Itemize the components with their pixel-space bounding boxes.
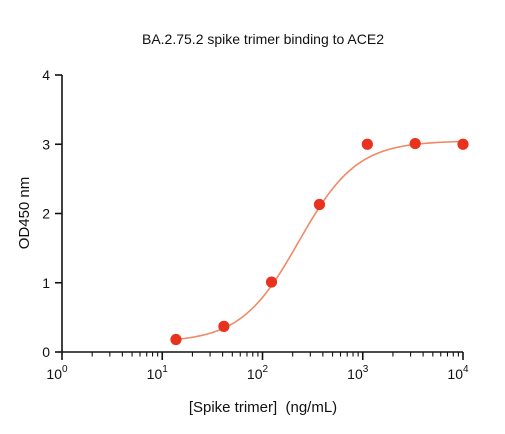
- fit-curve: [175, 140, 464, 341]
- data-point: [170, 333, 182, 346]
- data-point: [457, 138, 469, 150]
- y-tick-label: 0: [42, 344, 50, 360]
- x-tick-label: 104: [447, 364, 469, 382]
- y-axis-label: OD450 nm: [16, 177, 33, 250]
- data-point: [313, 198, 326, 211]
- data-point: [265, 276, 278, 288]
- data-point: [218, 320, 230, 332]
- x-tick-label: 100: [46, 364, 68, 382]
- y-tick-label: 2: [42, 206, 50, 222]
- chart-title: BA.2.75.2 spike trimer binding to ACE2: [142, 31, 384, 47]
- y-tick-label: 3: [42, 136, 50, 152]
- ticks: 0 1 2 3 4 100 101 102 103 104: [42, 67, 469, 382]
- axes: [61, 75, 463, 353]
- data-point: [409, 137, 421, 150]
- data-point: [361, 138, 373, 150]
- y-tick-label: 4: [42, 67, 50, 83]
- x-tick-label: 103: [347, 364, 369, 382]
- y-tick-label: 1: [42, 275, 50, 291]
- x-tick-label: 102: [247, 364, 269, 382]
- data-points: [170, 137, 469, 346]
- x-tick-label: 101: [147, 364, 169, 382]
- x-axis-label: [Spike trimer] (ng/mL): [189, 399, 337, 416]
